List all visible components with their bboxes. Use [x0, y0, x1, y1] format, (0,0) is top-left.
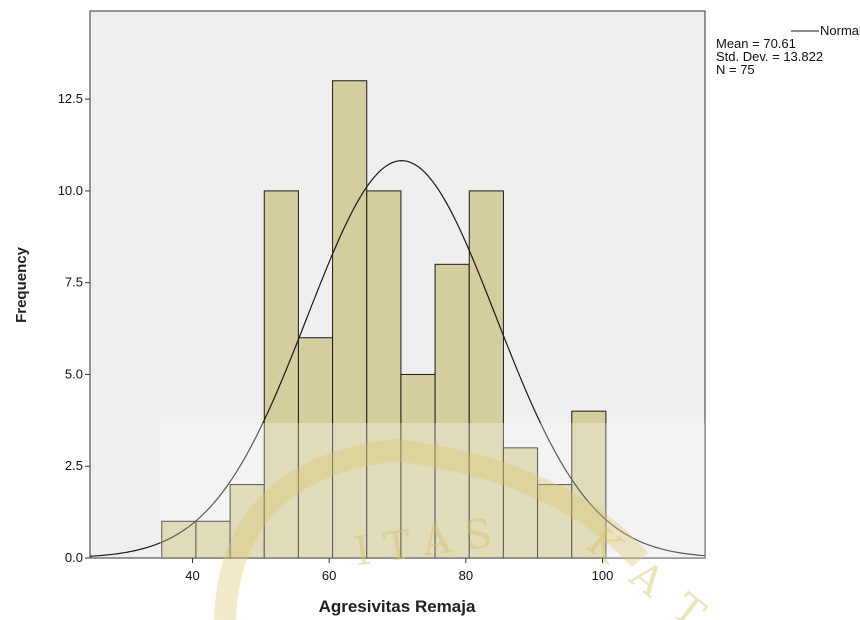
- y-tick-label-4: 10.0: [58, 183, 83, 198]
- y-axis: 0.0 2.5 5.0 7.5 10.0 12.5: [58, 91, 90, 565]
- legend-mean: Mean = 70.61: [716, 36, 796, 51]
- histogram-bar-11: [537, 484, 573, 559]
- legend: Normal Mean = 70.61 Std. Dev. = 13.822 N…: [716, 23, 860, 77]
- histogram-bar-4: [297, 337, 334, 559]
- histogram-bar-5: [332, 80, 368, 559]
- histogram-bar-3: [263, 190, 299, 559]
- y-tick-label-1: 2.5: [65, 458, 83, 473]
- x-tick-label-2: 80: [459, 568, 473, 583]
- histogram-bar-6: [366, 190, 402, 559]
- histogram-bar-7: [400, 373, 436, 559]
- y-tick-label-2: 5.0: [65, 366, 83, 381]
- histogram-bar-2: [229, 484, 265, 559]
- legend-sd: Std. Dev. = 13.822: [716, 49, 823, 64]
- y-axis-title: Frequency: [13, 246, 30, 323]
- y-tick-label-0: 0.0: [65, 550, 83, 565]
- x-tick-label-1: 60: [322, 568, 336, 583]
- histogram-bar-10: [502, 447, 539, 559]
- bars-group: [161, 80, 607, 559]
- histogram-bar-8: [434, 263, 470, 559]
- histogram-bar-9: [468, 190, 504, 559]
- histogram-bar-12: [571, 410, 607, 559]
- x-tick-label-0: 40: [185, 568, 199, 583]
- x-axis-title: Agresivitas Remaja: [319, 597, 476, 616]
- normal-curve: [89, 160, 706, 557]
- histogram-bar-1: [195, 520, 231, 559]
- y-tick-label-3: 7.5: [65, 275, 83, 290]
- y-tick-label-5: 12.5: [58, 91, 83, 106]
- x-tick-label-3: 100: [592, 568, 614, 583]
- legend-n: N = 75: [716, 62, 755, 77]
- x-axis: 40 60 80 100: [185, 558, 613, 583]
- legend-curve-label: Normal: [820, 23, 860, 38]
